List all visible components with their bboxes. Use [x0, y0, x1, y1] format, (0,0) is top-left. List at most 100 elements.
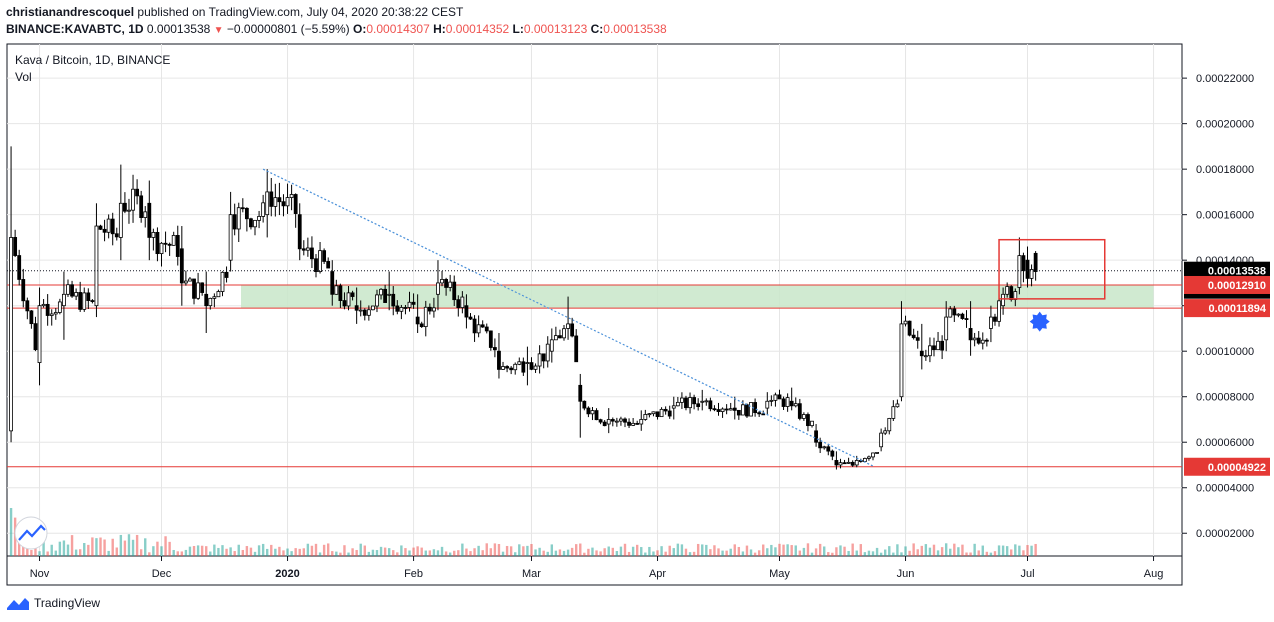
candle-body [432, 307, 436, 312]
candle-body [159, 242, 164, 255]
tradingview-watermark-icon [14, 516, 48, 550]
footer-brand[interactable]: TradingView [6, 595, 100, 611]
volume-bar [977, 550, 980, 556]
time-tick-label: Dec [152, 568, 172, 580]
candle-body [566, 323, 570, 329]
chart-legend-title: Kava / Bitcoin, 1D, BINANCE [15, 53, 170, 67]
volume-bar [172, 549, 175, 556]
volume-bar [343, 545, 346, 556]
price-axis-labels: 0.0001353805:21:400.000129100.000118940.… [1184, 261, 1270, 476]
candle-body [13, 237, 18, 256]
candle-body [765, 400, 770, 409]
candle-body [310, 247, 314, 260]
volume-bar [558, 549, 562, 556]
candle-body [41, 303, 46, 307]
candle-body [952, 308, 957, 316]
volume-bar [408, 550, 411, 556]
volume-bar [603, 548, 606, 556]
time-tick-label: Aug [1144, 568, 1164, 580]
author-name[interactable]: christianandrescoquel [6, 5, 135, 19]
publish-info: christianandrescoquel published on Tradi… [6, 5, 463, 19]
candle-body [871, 452, 875, 458]
candle-body [806, 414, 810, 427]
volume-bar [879, 552, 883, 556]
volume-bar [867, 550, 871, 556]
volume-bar [847, 550, 850, 556]
volume-bar [131, 539, 135, 556]
candle-body [505, 366, 509, 369]
chart-frame [6, 43, 1183, 586]
candle-body [371, 305, 375, 311]
candle-body [147, 202, 152, 238]
candle-body [728, 408, 733, 411]
candle-body [45, 303, 50, 316]
volume-bar [241, 549, 245, 556]
candle-body [423, 306, 428, 328]
candle-body [631, 422, 636, 426]
candle-body [395, 305, 400, 312]
candle-body [814, 430, 818, 443]
volume-bar [782, 544, 785, 556]
candle-body [118, 202, 123, 238]
volume-bar [871, 551, 875, 556]
volume-bar [928, 547, 932, 556]
candle-body [1033, 252, 1038, 272]
candle-body [529, 362, 534, 370]
candle-body [822, 446, 827, 449]
candle-body [444, 278, 449, 288]
candle-body [915, 337, 920, 341]
volume-bar [640, 547, 643, 556]
candle-body [801, 414, 806, 419]
candle-body [1009, 286, 1014, 300]
candle-body [326, 261, 331, 269]
price-axis[interactable]: 0.00002000 0.00004000 0.00006000 0.00008000… [1182, 73, 1254, 540]
volume-bar [762, 544, 765, 556]
candle-body [606, 419, 611, 425]
volume-bar [371, 549, 375, 556]
volume-bar [229, 547, 232, 556]
volume-bar [261, 543, 265, 556]
candle-body [749, 402, 753, 417]
candle-body [139, 195, 144, 218]
candle-body [602, 421, 607, 427]
candle-body [810, 420, 814, 427]
volume-bar [595, 550, 598, 556]
volume-bar [1022, 550, 1025, 556]
candle-body [346, 292, 351, 307]
candle-body [102, 228, 107, 233]
volume-bar [339, 552, 342, 556]
volume-bar [245, 546, 249, 556]
volume-bar [331, 551, 334, 556]
candle-body [419, 323, 424, 328]
volume-bar [969, 552, 972, 556]
candle-body [895, 403, 900, 408]
volume-bar [347, 552, 350, 556]
candle-body [90, 300, 95, 302]
candle-body [123, 202, 127, 212]
volume-bar [103, 539, 106, 556]
volume-bar [294, 548, 297, 556]
candle-body [773, 394, 778, 401]
candle-body [716, 409, 721, 412]
candle-body [342, 300, 347, 307]
tradingview-logo-icon [7, 598, 29, 610]
volume-bar [416, 546, 419, 556]
candle-body [127, 209, 131, 212]
volume-bar [217, 547, 220, 556]
volume-bar [953, 543, 956, 556]
volume-bar [615, 551, 619, 556]
candle-body [322, 250, 327, 262]
volume-bar [798, 550, 802, 556]
volume-bar [1026, 545, 1029, 556]
price-label-box [1184, 457, 1270, 476]
volume-bar [286, 548, 289, 556]
time-axis[interactable]: Nov Dec 2020 Feb Mar Apr May Jun Jul Aug [30, 556, 1164, 580]
candle-body [440, 278, 444, 284]
candle-body [110, 218, 115, 235]
volume-bar [1001, 545, 1005, 556]
volume-bar [981, 545, 984, 556]
candle-body [167, 243, 172, 246]
volume-bar [436, 550, 440, 556]
candle-body [671, 405, 676, 409]
